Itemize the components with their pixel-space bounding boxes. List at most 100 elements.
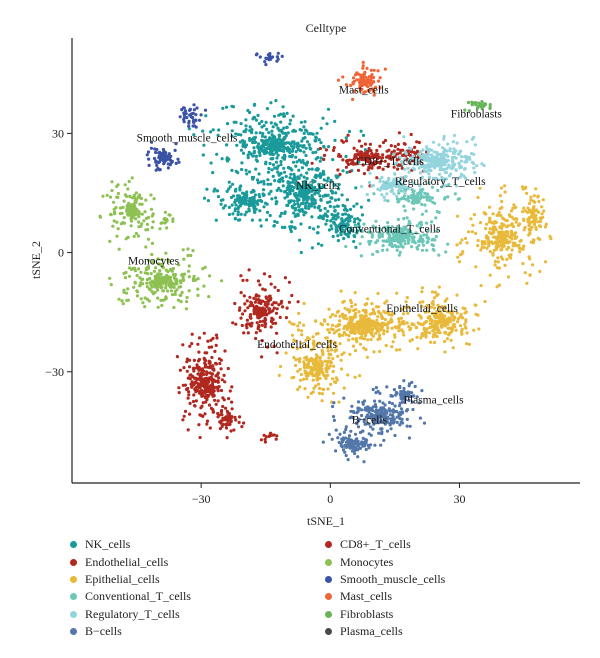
data-point [399, 176, 403, 180]
data-point [336, 168, 340, 172]
data-point [234, 203, 238, 207]
data-point [271, 157, 275, 161]
data-point [487, 231, 491, 235]
data-point [322, 172, 326, 176]
data-point [137, 220, 141, 224]
data-point [197, 423, 201, 427]
data-point [244, 118, 248, 122]
data-point [411, 154, 415, 158]
data-point [261, 287, 265, 291]
data-point [348, 308, 352, 312]
data-point [122, 216, 126, 220]
data-point [372, 422, 376, 426]
data-point [200, 370, 204, 374]
data-point [283, 142, 287, 146]
data-point [465, 342, 469, 346]
data-point [472, 166, 476, 170]
data-point [430, 290, 434, 294]
data-point [423, 203, 427, 207]
data-point [402, 142, 406, 146]
data-point [449, 338, 453, 342]
data-point [414, 231, 418, 235]
data-point [345, 198, 349, 202]
data-point [503, 184, 507, 188]
data-point [419, 154, 423, 158]
data-point [258, 131, 262, 135]
data-point [347, 434, 352, 438]
data-point [330, 196, 334, 200]
data-point [353, 217, 357, 221]
data-point [348, 170, 352, 174]
data-point [353, 349, 358, 353]
data-point [152, 259, 156, 263]
data-point [351, 97, 355, 101]
data-point [464, 155, 468, 159]
data-point [361, 429, 365, 433]
data-point [400, 196, 405, 200]
data-point [270, 197, 274, 201]
data-point [379, 419, 383, 423]
data-point [267, 192, 271, 196]
data-point [254, 154, 258, 158]
data-point [406, 196, 410, 200]
data-point [325, 218, 329, 223]
data-point [233, 415, 237, 419]
data-point [341, 203, 345, 208]
data-point [218, 427, 222, 431]
data-point [319, 198, 323, 202]
data-point [153, 280, 157, 284]
data-point [216, 380, 220, 384]
data-point [456, 152, 460, 156]
data-point [525, 281, 529, 285]
data-point [421, 300, 425, 304]
data-point [310, 167, 314, 171]
data-point [238, 196, 243, 200]
data-point [516, 244, 520, 248]
data-point [360, 87, 364, 91]
data-point [393, 433, 397, 438]
data-point [443, 299, 447, 303]
data-point [420, 189, 424, 194]
data-point [299, 341, 303, 345]
data-point [301, 158, 305, 163]
data-point [331, 323, 335, 327]
data-point [409, 156, 413, 160]
data-point [411, 201, 416, 205]
data-point [513, 243, 517, 247]
data-point [173, 282, 177, 286]
data-point [395, 194, 399, 198]
data-point [272, 224, 276, 228]
data-point [204, 393, 208, 397]
data-point [441, 146, 445, 150]
data-point [353, 291, 357, 295]
data-point [300, 139, 304, 143]
data-point [264, 295, 268, 299]
data-point [476, 195, 480, 200]
data-point [344, 333, 348, 337]
data-point [279, 189, 283, 193]
data-point [231, 321, 235, 325]
data-point [350, 315, 354, 320]
data-point [376, 291, 380, 296]
data-point [394, 348, 399, 352]
data-point [210, 355, 214, 360]
data-point [340, 445, 344, 449]
data-point [368, 242, 372, 246]
data-point [233, 198, 237, 202]
data-point [520, 210, 525, 214]
series-nk-cells [187, 99, 371, 255]
data-point [245, 172, 249, 176]
data-point [376, 187, 380, 191]
data-point [349, 429, 353, 433]
data-point [264, 162, 268, 166]
data-point [326, 200, 330, 205]
data-point [358, 242, 362, 246]
data-point [360, 144, 364, 148]
data-point [241, 278, 245, 282]
data-point [370, 184, 374, 188]
data-point [239, 133, 243, 137]
data-point [353, 323, 357, 328]
data-point [440, 305, 444, 309]
data-point [373, 443, 377, 447]
data-point [383, 301, 387, 305]
